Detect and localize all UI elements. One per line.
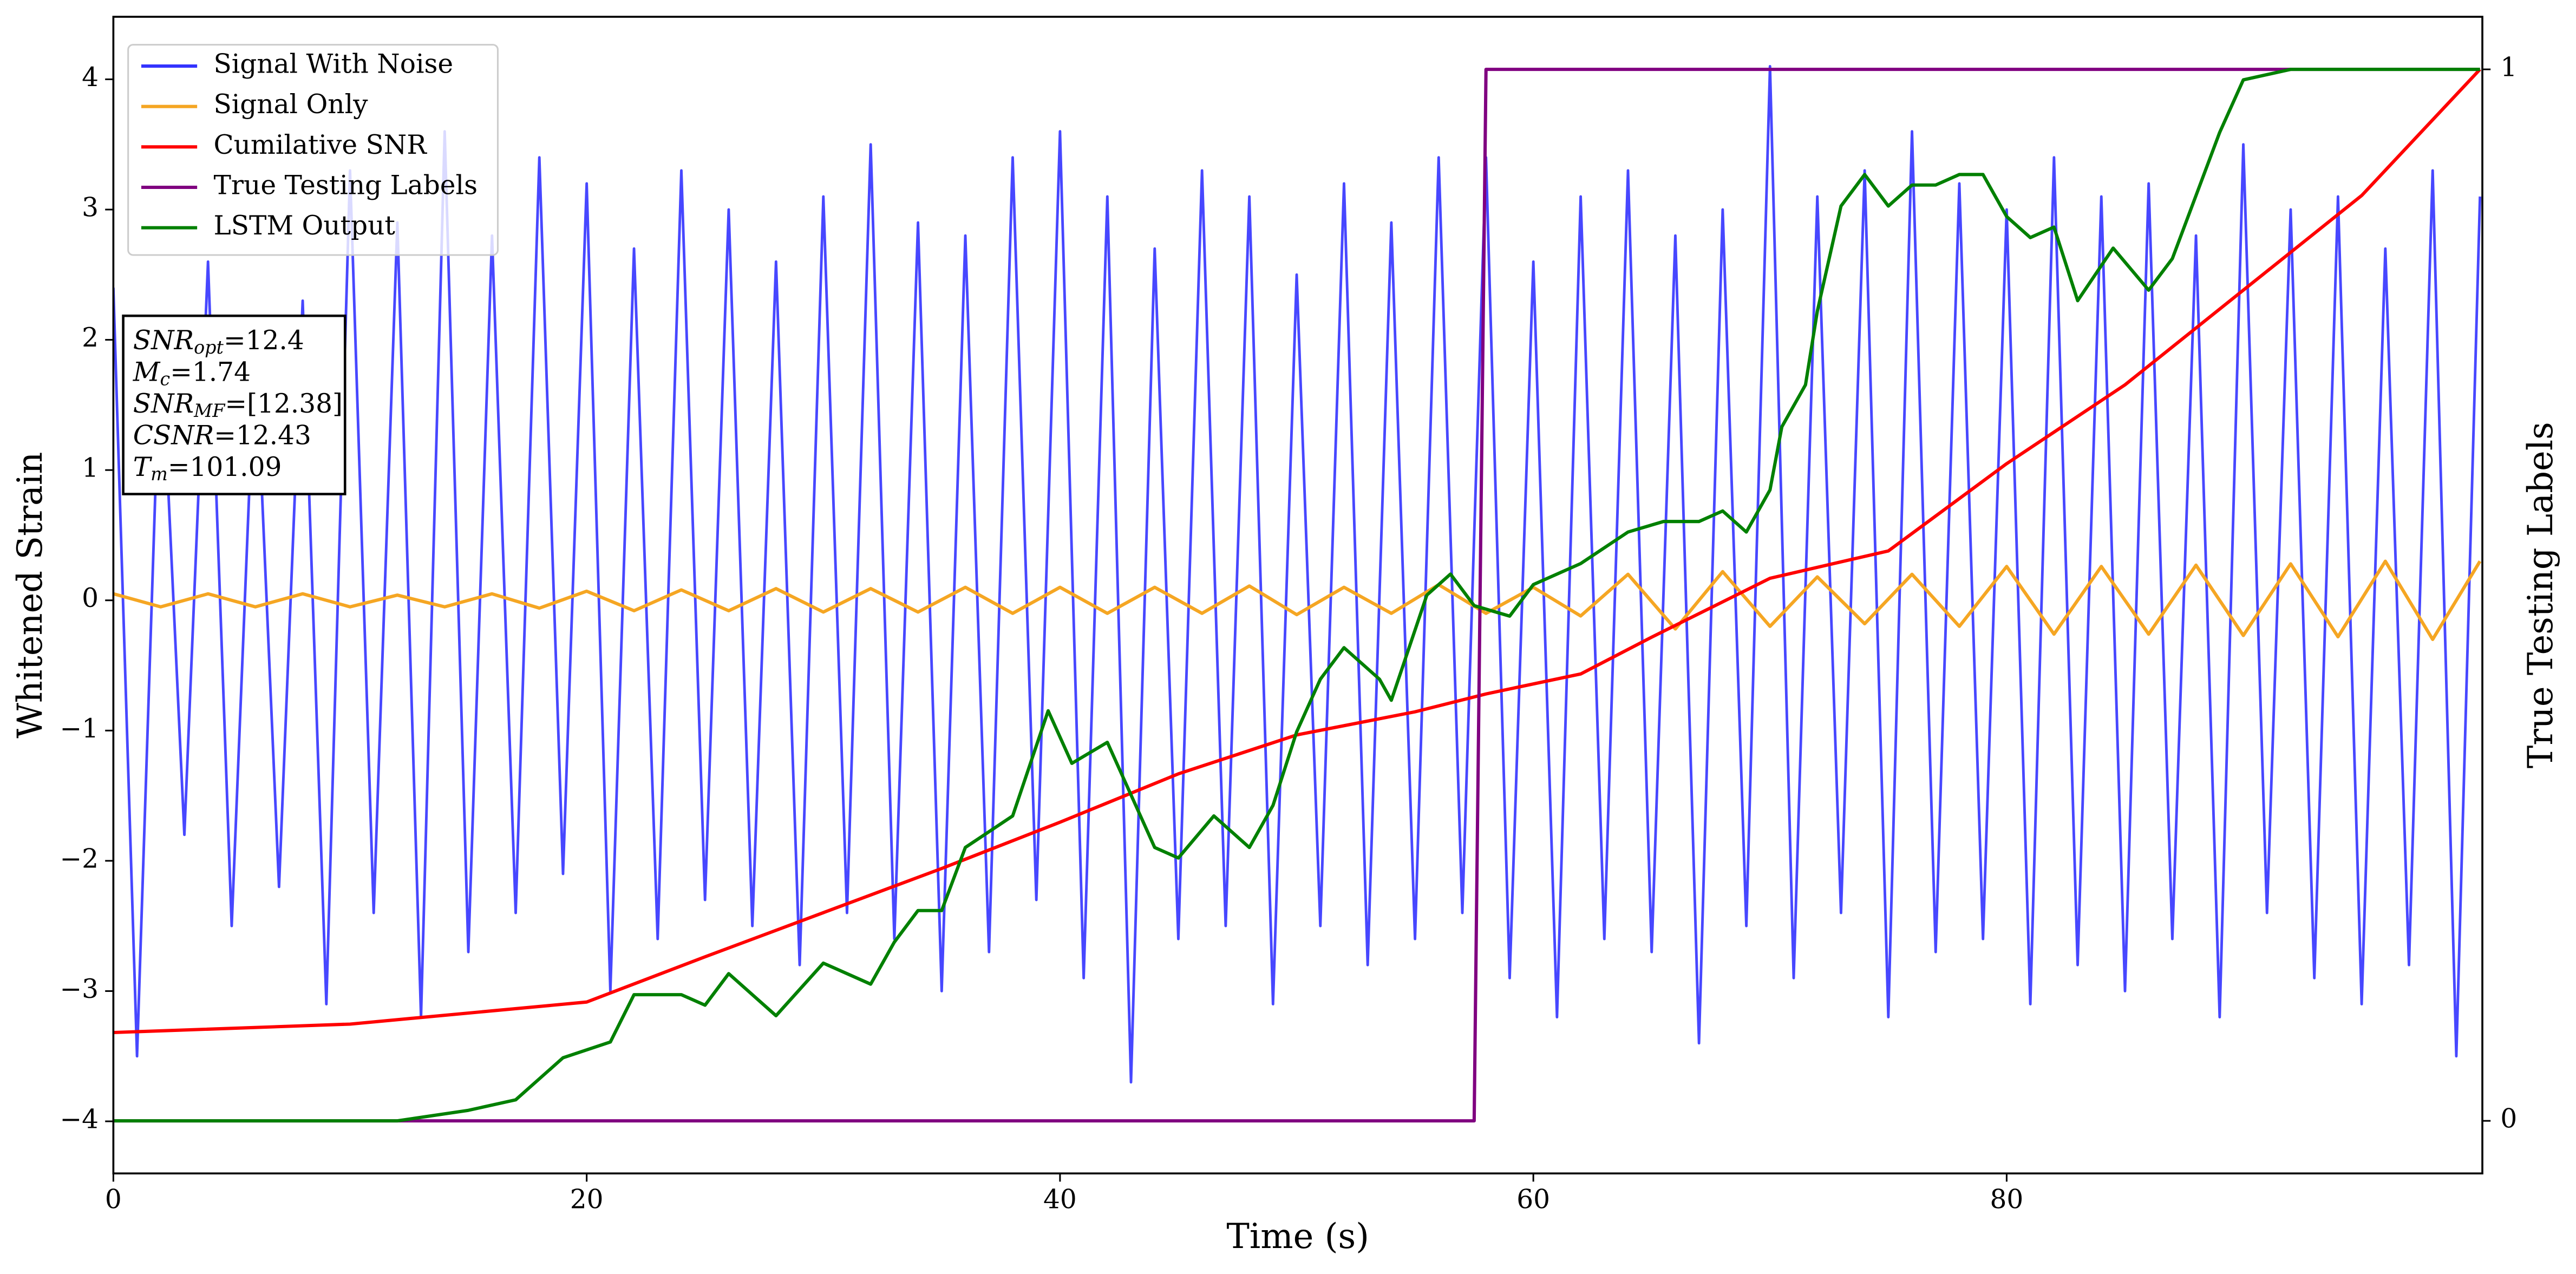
x-axis-label: Time (s) xyxy=(1226,1217,1369,1257)
series-line xyxy=(113,559,2482,641)
y-tick-label: 1 xyxy=(82,453,99,484)
x-tick-label: 80 xyxy=(1990,1184,2024,1214)
annotation-frame xyxy=(122,314,346,495)
annotation-value: =12.4 xyxy=(224,325,304,355)
annotation-value: =101.09 xyxy=(168,452,282,482)
y-tick-label: 4 xyxy=(82,62,99,93)
annotation-name: T xyxy=(133,452,153,482)
annotation-name: SNR xyxy=(133,388,194,419)
annotation-sub: c xyxy=(160,369,171,390)
legend-box xyxy=(127,44,499,256)
y-tick-label: −4 xyxy=(60,1105,99,1135)
series-line xyxy=(113,64,2482,1084)
annotation-name: M xyxy=(133,357,161,387)
annotation-text: Tm=101.09 xyxy=(133,452,282,485)
y-tick-label: 2 xyxy=(82,323,99,353)
annotation-text: SNRMF=[12.38] xyxy=(133,388,343,421)
series-line xyxy=(113,68,2481,1035)
y-axis-label: Whitened Strain xyxy=(10,452,50,739)
annotation-value: =12.43 xyxy=(214,420,311,450)
annotation-text: CSNR=12.43 xyxy=(133,420,311,450)
y-tick-label: −3 xyxy=(60,974,99,1004)
annotation-text: Mc=1.74 xyxy=(133,357,251,390)
annotation-box: SNRopt=12.4Mc=1.74SNRMF=[12.38]CSNR=12.4… xyxy=(122,314,346,495)
series-line xyxy=(113,68,2480,1123)
y-tick-label: −2 xyxy=(60,844,99,874)
annotation-text: SNRopt=12.4 xyxy=(133,325,304,358)
annotation-name: CSNR xyxy=(133,420,214,450)
y2-tick-label: 1 xyxy=(2500,53,2517,83)
annotation-sub: m xyxy=(151,463,168,485)
y-tick-label: 0 xyxy=(82,583,99,613)
legend: Signal With Noise Signal Only Cumilative S… xyxy=(127,44,499,256)
x-tick-label: 0 xyxy=(105,1184,122,1214)
annotation-value: =1.74 xyxy=(170,357,251,387)
annotation-sub: MF xyxy=(193,400,226,421)
legend-label: LSTM Output xyxy=(213,211,395,241)
series-line xyxy=(113,68,2480,1123)
plot-frame xyxy=(112,16,2483,1175)
x-tick-label: 20 xyxy=(570,1184,604,1214)
y-tick-label: −1 xyxy=(60,714,99,744)
y-tick-label: 3 xyxy=(82,193,99,223)
annotation-name: SNR xyxy=(133,325,194,355)
legend-label: Cumilative SNR xyxy=(213,130,427,160)
legend-label: Signal With Noise xyxy=(213,49,453,80)
y2-tick-label: 0 xyxy=(2500,1104,2517,1134)
annotation-value: =[12.38] xyxy=(225,388,343,419)
y2-axis-label: True Testing Labels xyxy=(2521,422,2561,768)
x-tick-label: 40 xyxy=(1043,1184,1077,1214)
legend-label: True Testing Labels xyxy=(213,170,478,200)
annotation-sub: opt xyxy=(194,337,224,358)
legend-label: Signal Only xyxy=(213,89,368,120)
x-tick-label: 60 xyxy=(1516,1184,1550,1214)
